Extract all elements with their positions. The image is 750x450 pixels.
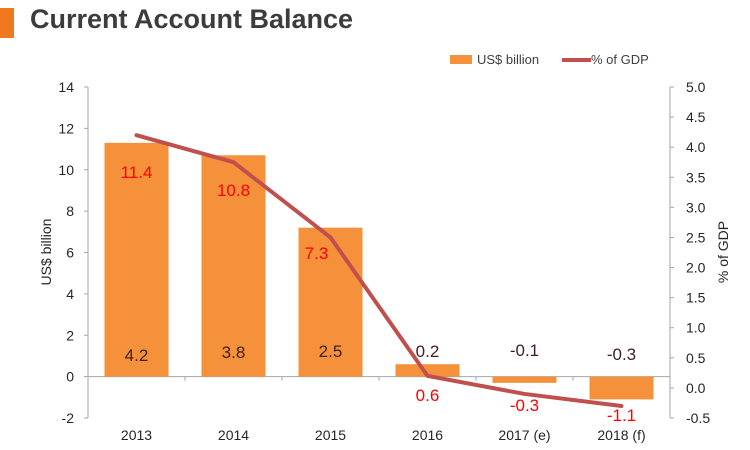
y-tick-left-label: 14 — [58, 79, 74, 95]
bar-value-label: 7.3 — [305, 244, 329, 263]
y-tick-right-label: 1.5 — [686, 290, 706, 306]
x-tick-label: 2015 — [315, 427, 346, 443]
y-tick-left-label: 6 — [66, 245, 74, 261]
line-value-label: 4.2 — [125, 346, 149, 365]
y-tick-right-label: 2.0 — [686, 260, 706, 276]
line-value-label: -0.3 — [607, 345, 636, 364]
y-axis-label-left: US$ billion — [38, 219, 54, 286]
bar — [492, 376, 557, 383]
bar-value-label: -0.3 — [510, 396, 539, 415]
line-path — [134, 133, 624, 408]
axes: -2 0 2 4 6 8 10 12 14 -0.5 0.0 0.5 1.0 1.5 2.0 2.5 3.0 3.… — [58, 79, 710, 443]
bar — [589, 376, 654, 400]
x-tick-label: 2013 — [121, 427, 152, 443]
bar — [201, 155, 266, 377]
legend-label-line: % of GDP — [591, 52, 649, 67]
y-tick-left-label: 4 — [66, 286, 74, 302]
bar — [395, 364, 460, 377]
line-value-label: 2.5 — [319, 342, 343, 361]
y-tick-right-label: 3.5 — [686, 169, 706, 185]
x-tick-label: 2017 (e) — [498, 427, 550, 443]
y-tick-right-label: 3.0 — [686, 199, 706, 215]
x-tick-label: 2014 — [218, 427, 249, 443]
y-tick-right-label: -0.5 — [686, 410, 710, 426]
x-tick-label: 2018 (f) — [597, 427, 645, 443]
y-tick-right-label: 0.0 — [686, 380, 706, 396]
bar-value-label: 11.4 — [121, 163, 153, 182]
bar-value-label: 0.6 — [416, 386, 440, 405]
y-tick-right-label: 4.0 — [686, 139, 706, 155]
line-series — [134, 133, 624, 408]
y-tick-left-label: 10 — [58, 162, 74, 178]
line-value-label: 0.2 — [416, 342, 440, 361]
bar-value-label: -1.1 — [607, 406, 636, 425]
y-tick-right-label: 4.5 — [686, 109, 706, 125]
legend: US$ billion % of GDP — [450, 52, 649, 67]
bar-value-label: 10.8 — [217, 181, 250, 200]
line-value-label: -0.1 — [510, 341, 539, 360]
y-tick-left-label: 2 — [66, 327, 74, 343]
title-accent-bar — [0, 8, 14, 38]
x-tick-label: 2016 — [412, 427, 443, 443]
y-tick-left-label: 0 — [66, 369, 74, 385]
y-tick-right-label: 1.0 — [686, 320, 706, 336]
bar — [298, 227, 363, 377]
bar-series — [104, 142, 654, 400]
y-tick-right-label: 5.0 — [686, 79, 706, 95]
bar — [104, 142, 169, 377]
legend-swatch-bar — [450, 55, 472, 64]
chart-title: Current Account Balance — [30, 4, 354, 34]
y-tick-left-label: 12 — [58, 120, 74, 136]
data-labels: 11.4 10.8 7.3 0.6 -0.3 -1.1 4.2 3.8 2.5 0.2 -0.1 -0… — [121, 163, 637, 425]
y-tick-left-label: -2 — [62, 410, 75, 426]
y-tick-left-label: 8 — [66, 203, 74, 219]
y-axis-label-right: % of GDP — [715, 221, 731, 283]
legend-label-bar: US$ billion — [477, 52, 539, 67]
y-tick-right-label: 0.5 — [686, 350, 706, 366]
y-tick-right-label: 2.5 — [686, 229, 706, 245]
line-value-label: 3.8 — [222, 343, 246, 362]
